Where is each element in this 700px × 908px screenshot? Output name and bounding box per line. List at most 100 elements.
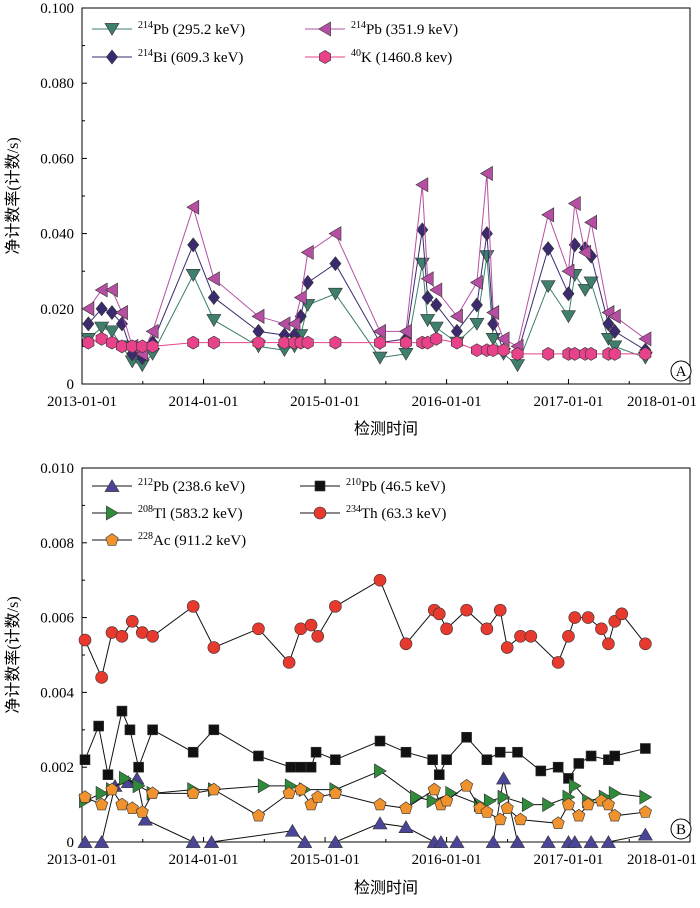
data-point	[429, 282, 443, 298]
data-point	[441, 754, 452, 766]
data-point	[585, 750, 597, 762]
x-tick-label: 2015-01-01	[290, 852, 360, 868]
data-point	[374, 735, 386, 747]
data-point	[301, 335, 314, 350]
x-tick-label: 2014-01-01	[169, 394, 239, 410]
series-line	[84, 785, 646, 824]
data-point	[427, 754, 438, 766]
data-point	[585, 347, 598, 361]
data-point	[433, 769, 445, 780]
data-point	[311, 629, 325, 643]
data-point	[252, 335, 265, 350]
data-point	[440, 794, 454, 807]
data-point	[485, 835, 501, 848]
data-point	[105, 305, 118, 321]
panel-b-letter-text: B	[676, 822, 686, 838]
data-point	[568, 778, 582, 794]
data-point	[563, 773, 574, 784]
data-point	[524, 629, 538, 643]
data-point	[420, 271, 434, 287]
data-point	[639, 789, 653, 805]
data-point	[186, 786, 200, 799]
data-point	[311, 790, 325, 803]
x-tick-label: 2014-01-01	[169, 852, 239, 868]
data-point	[95, 797, 109, 811]
data-point	[450, 308, 463, 324]
panel-b-y-ticks: 0 0.002 0.004 0.006 0.008 0.010	[40, 461, 87, 851]
data-point	[372, 816, 388, 830]
legend-item: 214Pb (351.9 keV)	[305, 20, 458, 38]
data-point	[521, 797, 535, 813]
legend-marker	[106, 49, 118, 65]
data-point	[133, 761, 144, 773]
data-point	[551, 656, 565, 669]
data-point	[637, 827, 653, 841]
series-line	[84, 770, 646, 806]
data-point	[81, 301, 95, 317]
data-point	[374, 763, 387, 779]
data-point	[251, 808, 266, 822]
series-40k-1460-8-kev-	[82, 332, 652, 361]
data-point	[638, 805, 652, 818]
data-point	[541, 207, 555, 223]
series-line	[87, 173, 646, 355]
x-tick-label: 2018-01-01	[627, 852, 697, 868]
y-tick-label: 0.002	[40, 760, 74, 776]
data-point	[293, 289, 307, 306]
data-point	[305, 761, 317, 773]
data-point	[601, 797, 615, 811]
data-point	[187, 237, 200, 253]
data-point	[329, 256, 342, 272]
y-tick-label: 0.040	[40, 227, 74, 243]
data-point	[301, 274, 314, 290]
data-point	[460, 603, 473, 617]
data-point	[207, 335, 220, 350]
data-point	[577, 284, 593, 297]
legend-marker	[313, 506, 327, 520]
data-point	[496, 771, 512, 785]
data-point	[486, 305, 500, 321]
panel-a-y-ticks: 0 0.020 0.040 0.060 0.080 0.100	[40, 1, 87, 393]
data-point	[561, 797, 575, 811]
data-point	[427, 782, 441, 796]
data-point	[608, 347, 621, 361]
data-point	[430, 297, 443, 313]
data-point	[207, 290, 220, 306]
data-point	[300, 244, 314, 260]
data-point	[104, 325, 120, 339]
data-point	[483, 793, 497, 809]
data-point	[421, 290, 434, 306]
data-point	[186, 199, 200, 215]
data-point	[607, 340, 623, 354]
x-tick-label: 2015-01-01	[290, 394, 360, 410]
data-point	[304, 618, 318, 632]
data-point	[285, 761, 297, 773]
data-point	[310, 746, 322, 758]
data-point	[440, 622, 453, 636]
data-point	[399, 801, 413, 814]
data-point	[602, 637, 615, 651]
data-point	[185, 835, 201, 848]
data-point	[187, 746, 199, 758]
data-point	[562, 286, 575, 302]
data-point	[552, 761, 564, 773]
legend-label: 214Bi (609.3 keV)	[138, 48, 243, 66]
data-point	[105, 782, 119, 796]
panel-b-y-axis-label: 净计数率(计数/s)	[4, 596, 22, 713]
panel-b-x-ticks: 2013-01-01 2014-01-01 2015-01-01 2016-01-01…	[47, 837, 697, 868]
data-point	[608, 808, 622, 822]
series-line	[85, 777, 646, 843]
data-point	[567, 195, 581, 212]
data-point	[82, 316, 95, 332]
legend-item: 40K (1460.8 kev)	[305, 48, 452, 66]
data-point	[257, 778, 271, 794]
data-point	[105, 282, 118, 298]
data-point	[206, 271, 220, 287]
panel-b-plot-frame	[81, 467, 691, 843]
data-point	[578, 244, 592, 260]
data-point	[146, 629, 159, 643]
data-point	[135, 805, 149, 818]
data-point	[251, 308, 265, 324]
legend-marker	[319, 50, 331, 64]
